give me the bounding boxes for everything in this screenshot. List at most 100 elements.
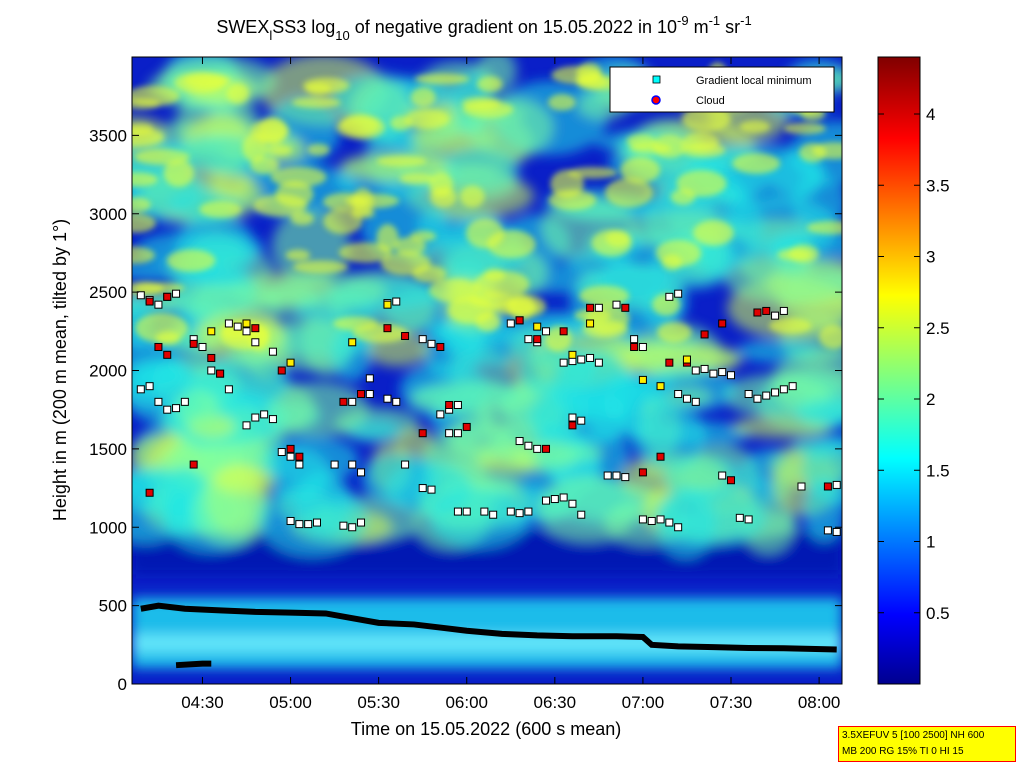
minimum-marker [427,485,436,494]
minimum-marker [524,335,533,344]
minimum-marker [489,510,498,519]
x-axis-label: Time on 15.05.2022 (600 s mean) [351,719,622,739]
minimum-marker [365,390,374,399]
minimum-marker [709,369,718,378]
minimum-marker [392,297,401,306]
minimum-marker [682,394,691,403]
x-tick-label: 07:00 [622,693,665,712]
minimum-marker [295,460,304,469]
minimum-marker [163,405,172,414]
cloud-marker [207,327,216,336]
cloud-marker [286,358,295,367]
cloud-marker [295,452,304,461]
cloud-marker [189,460,198,469]
minimum-marker [348,460,357,469]
minimum-marker [524,441,533,450]
minimum-marker [480,507,489,516]
minimum-marker [542,496,551,505]
cloud-marker [515,316,524,325]
minimum-marker [357,468,366,477]
minimum-marker [136,291,145,300]
cloud-marker [665,358,674,367]
cloud-marker [656,452,665,461]
colorbar-tick-label: 3.5 [926,176,950,195]
cloud-marker [216,369,225,378]
minimum-marker [612,471,621,480]
title-unit2: sr [720,17,740,37]
cloud-marker [401,332,410,341]
minimum-marker [277,448,286,457]
minimum-marker [348,523,357,532]
y-tick-label: 3500 [89,126,127,145]
low-segment-line [175,660,212,669]
cloud-marker [727,476,736,485]
cloud-marker [823,482,832,491]
minimum-marker [427,339,436,348]
cloud-marker [242,319,251,328]
minimum-marker [718,368,727,377]
cloud-marker [286,444,295,453]
colorbar: 0.5 1 1.5 2 2.5 3 3.5 4 [877,56,950,685]
legend-cloud-label: Cloud [696,95,725,107]
y-axis: 0 500 1000 1500 2000 2500 3000 3500 [89,126,842,694]
colorbar-tick-label: 4 [926,105,935,124]
minimum-marker [577,416,586,425]
minimum-marker [233,322,242,331]
minimum-marker [198,342,207,351]
x-axis: 04:30 05:00 05:30 06:00 06:30 07:00 07:30 08:00 [181,57,840,712]
minimum-marker [603,471,612,480]
minimum-marker [638,342,647,351]
minimum-marker [295,520,304,529]
boundary-layer-top-line [140,602,837,653]
colorbar-tick-label: 2 [926,390,935,409]
minimum-marker [577,510,586,519]
minimum-marker [779,306,788,315]
minimum-marker [453,507,462,516]
minimum-marker [612,300,621,309]
minimum-marker [251,413,260,422]
cloud-marker [357,390,366,399]
legend-minimum-label: Gradient local minimum [696,75,812,87]
y-tick-label: 500 [99,597,127,616]
heatmap [132,57,842,684]
cloud-marker [207,353,216,362]
cloud-marker [753,308,762,317]
minimum-marker [392,397,401,406]
minimum-marker [568,499,577,508]
title-sub2: 10 [335,28,349,43]
cloud-marker [436,342,445,351]
x-tick-label: 08:00 [798,693,841,712]
title-unit1: m [689,17,709,37]
cloud-marker [339,397,348,406]
title-mid: SS3 log [272,17,335,37]
minimum-marker [647,516,656,525]
y-tick-label: 2000 [89,362,127,381]
minimum-marker [154,397,163,406]
minimum-marker [172,289,181,298]
minimum-marker [506,319,515,328]
x-tick-label: 05:30 [357,693,400,712]
legend: Gradient local minimum Cloud [609,66,835,113]
minimum-marker [172,404,181,413]
cloud-marker [656,382,665,391]
cloud-marker [145,297,154,306]
minimum-marker [436,410,445,419]
gradient-minima [136,289,841,536]
cloud-marker [586,319,595,328]
minimum-marker [735,513,744,522]
cloud-marker [445,400,454,409]
title-prefix: SWEX [216,17,269,37]
minimum-marker [357,518,366,527]
y-tick-label: 1000 [89,518,127,537]
minimum-marker [656,515,665,524]
minimum-marker [621,473,630,482]
minimum-marker [638,515,647,524]
y-tick-label: 2500 [89,283,127,302]
cloud-marker [621,303,630,312]
title-rest: of negative gradient on 15.05.2022 in 10 [350,17,677,37]
cloud-marker [682,355,691,364]
minimum-marker [832,527,841,536]
minimum-marker [691,366,700,375]
minimum-marker [312,518,321,527]
